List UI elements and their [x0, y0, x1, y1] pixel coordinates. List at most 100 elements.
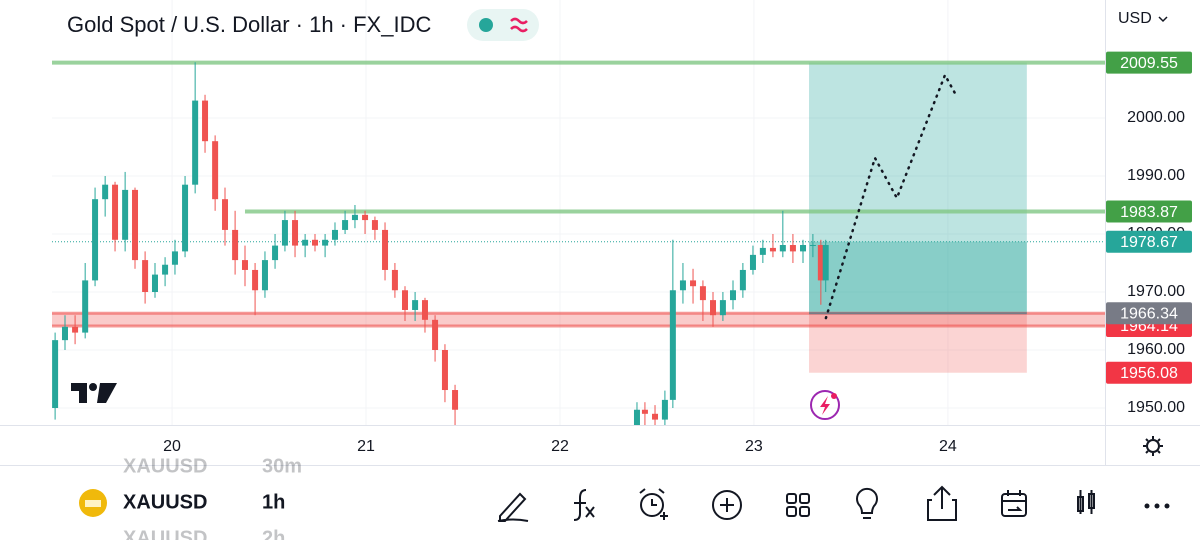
symbol-interval[interactable]: 1h — [262, 491, 285, 513]
replay-tool[interactable] — [1001, 490, 1027, 517]
candle-body — [362, 214, 369, 221]
indicators-tool[interactable] — [573, 489, 595, 521]
candle-body — [402, 290, 409, 310]
candle-body — [822, 245, 829, 281]
candle-body — [92, 199, 99, 281]
candle-body — [322, 239, 329, 246]
share-tool[interactable] — [927, 485, 957, 521]
x-tick-label: 24 — [939, 438, 957, 455]
candle-body — [699, 286, 706, 301]
symbol-name[interactable]: XAUUSD — [123, 491, 207, 513]
candle-body — [112, 184, 119, 240]
candle-body — [192, 100, 199, 185]
candle-body — [452, 390, 459, 410]
candle-body — [432, 319, 439, 350]
symbol-name[interactable]: XAUUSD — [123, 527, 207, 545]
candle-body — [132, 189, 139, 261]
level-band — [52, 313, 1105, 326]
candle-body — [371, 220, 378, 230]
chart-type-tool[interactable] — [1077, 490, 1095, 514]
y-tick-label: 1960.00 — [1127, 341, 1185, 358]
candle-body — [52, 340, 59, 409]
candle-body — [739, 269, 746, 291]
last-price-label-box — [1106, 230, 1192, 253]
target-zone — [809, 62, 1027, 314]
candle-body — [690, 280, 697, 287]
stop-label: 1956.08 — [1120, 365, 1178, 382]
symbol-interval[interactable]: 30m — [262, 455, 302, 477]
candle-body — [412, 300, 419, 310]
tv-logo — [71, 383, 117, 403]
candle-body — [142, 260, 149, 292]
candle-body — [351, 214, 358, 221]
symbol-name[interactable]: XAUUSD — [123, 455, 207, 477]
level-label-box — [1106, 200, 1192, 223]
level-label: 2009.55 — [1120, 55, 1178, 72]
candle-body — [302, 239, 309, 246]
currency-selector[interactable]: USD — [1118, 10, 1152, 27]
candle-body — [312, 239, 319, 246]
entry-label-box — [1106, 302, 1192, 325]
more-tool[interactable] — [1144, 503, 1170, 509]
currency-caret[interactable] — [1158, 16, 1168, 23]
candle-body — [789, 245, 796, 252]
projection-path — [824, 72, 957, 320]
candle-body — [261, 260, 268, 291]
last-price-label: 1978.67 — [1120, 234, 1178, 251]
candle-body — [729, 290, 736, 301]
ideas-tool[interactable] — [856, 487, 878, 519]
candle-body — [292, 220, 299, 246]
layouts-tool[interactable] — [786, 493, 810, 517]
candle-body — [182, 184, 189, 252]
coin-icon — [79, 489, 107, 517]
candle-body — [342, 220, 349, 230]
x-tick-label: 23 — [745, 438, 763, 455]
add-tool[interactable] — [712, 490, 742, 520]
candle-body — [222, 199, 229, 230]
candle-body — [679, 280, 686, 291]
y-tick-label: 1950.00 — [1127, 399, 1185, 416]
y-tick-label: 2000.00 — [1127, 109, 1185, 126]
candle-body — [759, 247, 766, 255]
candle-body — [800, 245, 807, 252]
candle-body — [633, 409, 640, 425]
axes: 20212223241950.001960.001970.001980.0019… — [163, 51, 1192, 455]
candle-body — [241, 260, 248, 270]
level-label: 1983.87 — [1120, 204, 1178, 221]
candle-body — [749, 254, 756, 270]
toolbar — [497, 485, 1170, 522]
level-label-box — [1106, 51, 1192, 74]
alert-icon[interactable] — [810, 390, 840, 420]
symbol-interval[interactable]: 2h — [262, 527, 285, 545]
candle-body — [661, 399, 668, 420]
candle-body — [171, 251, 178, 265]
candle-body — [252, 269, 259, 291]
entry-label: 1966.34 — [1120, 305, 1178, 322]
candle-body — [769, 247, 776, 252]
candle-body — [669, 290, 676, 400]
candle-body — [202, 100, 209, 142]
candle-body — [72, 326, 79, 333]
candle-body — [710, 300, 717, 316]
candle-body — [232, 229, 239, 261]
candle-body — [641, 409, 648, 414]
candle-body — [162, 264, 169, 275]
candle-body — [441, 350, 448, 391]
candle-body — [82, 280, 89, 333]
candle-body — [719, 300, 726, 316]
open-profit-zone — [809, 241, 1027, 314]
x-tick-label: 20 — [163, 438, 181, 455]
candle-body — [331, 229, 338, 240]
x-tick-label: 21 — [357, 438, 375, 455]
candle-body — [151, 274, 158, 292]
draw-tool[interactable] — [497, 492, 529, 522]
candle-body — [102, 184, 109, 200]
chart-title: Gold Spot / U.S. Dollar · 1h · FX_IDC — [67, 12, 431, 37]
candle-body — [817, 245, 824, 281]
candle-body — [779, 245, 786, 252]
status-badge[interactable] — [467, 9, 539, 41]
alert-tool[interactable] — [639, 488, 668, 520]
stop-label-box — [1106, 361, 1192, 384]
settings-icon[interactable] — [1143, 436, 1163, 456]
